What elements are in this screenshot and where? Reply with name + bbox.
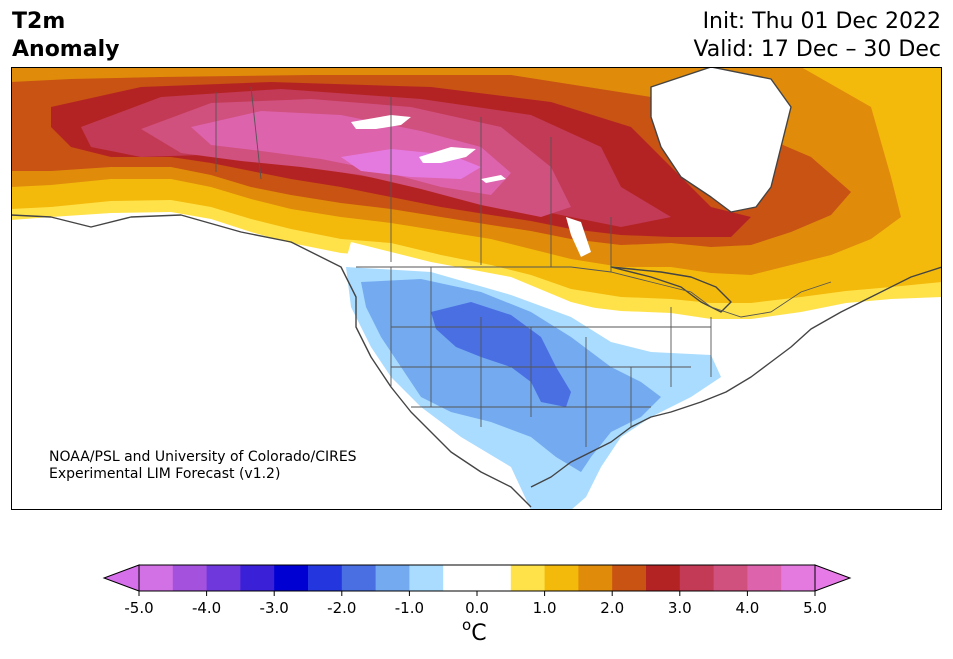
- colorbar-cell: [172, 565, 208, 591]
- unit-letter: C: [471, 621, 487, 646]
- lake-patch: [481, 175, 506, 183]
- colorbar-tick-label: 3.0: [668, 599, 692, 617]
- title-variable: T2m: [12, 9, 66, 34]
- forecast-dates: Init: Thu 01 Dec 2022 Valid: 17 Dec – 30…: [693, 8, 941, 64]
- colorbar: -5.0 -4.0 -3.0 -2.0 -1.0 0.0 1.0 2.0 3.0 4.0 5.0: [102, 564, 852, 617]
- colorbar-cell: [206, 565, 241, 591]
- colorbar-tick-label: -2.0: [327, 599, 356, 617]
- map-title: T2m Anomaly: [12, 8, 119, 64]
- colorbar-ticks: -5.0 -4.0 -3.0 -2.0 -1.0 0.0 1.0 2.0 3.0 4.0 5.0: [124, 591, 827, 617]
- colorbar-cell: [443, 565, 478, 591]
- colorbar-over-arrow: [814, 564, 852, 592]
- colorbar-cell: [646, 565, 681, 591]
- colorbar-cell: [510, 565, 546, 591]
- lake-patch: [566, 217, 591, 257]
- anomaly-map: [11, 67, 942, 510]
- colorbar-cell: [308, 565, 343, 591]
- valid-range: Valid: 17 Dec – 30 Dec: [693, 37, 941, 62]
- colorbar-cell: [375, 565, 410, 591]
- colorbar-tick-label: 4.0: [735, 599, 759, 617]
- colorbar-cell: [679, 565, 715, 591]
- colorbar-cell: [578, 565, 613, 591]
- colorbar-cell: [747, 565, 782, 591]
- colorbar-under-arrow: [102, 564, 140, 592]
- colorbar-cell: [477, 565, 512, 591]
- colorbar-cell: [274, 565, 309, 591]
- colorbar-unit: oC: [462, 616, 487, 646]
- unit-degree: o: [462, 616, 472, 634]
- borders: [215, 86, 832, 447]
- colorbar-cell: [139, 565, 174, 591]
- contour-cool-1.5: [431, 302, 571, 407]
- lake-patch: [351, 115, 411, 129]
- colorbar-cell: [409, 565, 444, 591]
- init-date: Init: Thu 01 Dec 2022: [702, 9, 941, 34]
- colorbar-cell: [612, 565, 647, 591]
- colorbar-tick-label: 5.0: [803, 599, 827, 617]
- colorbar-tick-label: -5.0: [124, 599, 153, 617]
- colorbar-tick-label: 0.0: [465, 599, 489, 617]
- coastlines: [11, 67, 942, 508]
- hudson-bay: [651, 67, 791, 212]
- colorbar-tick-label: -1.0: [395, 599, 424, 617]
- colorbar-tick-label: -3.0: [260, 599, 289, 617]
- colorbar-cell: [544, 565, 579, 591]
- colorbar-cell: [240, 565, 275, 591]
- credit-text: NOAA/PSL and University of Colorado/CIRE…: [49, 449, 357, 483]
- lake-patch: [419, 147, 476, 163]
- title-subvariable: Anomaly: [12, 37, 120, 62]
- credit-line-2: Experimental LIM Forecast (v1.2): [49, 466, 281, 482]
- credit-line-1: NOAA/PSL and University of Colorado/CIRE…: [49, 449, 357, 465]
- colorbar-cell: [713, 565, 748, 591]
- colorbar-tick-label: -4.0: [192, 599, 221, 617]
- colorbar-cell: [341, 565, 377, 591]
- colorbar-cell: [781, 565, 816, 591]
- colorbar-tick-label: 2.0: [600, 599, 624, 617]
- colorbar-cells: [102, 564, 852, 592]
- map-frame: [11, 67, 942, 510]
- colorbar-tick-label: 1.0: [533, 599, 557, 617]
